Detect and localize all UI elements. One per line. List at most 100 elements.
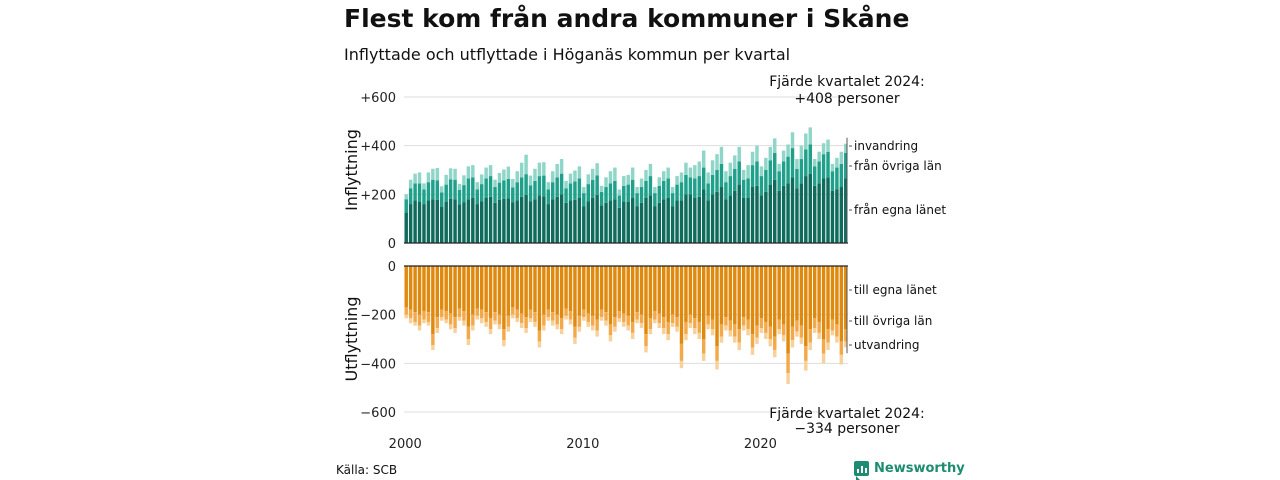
- bar-segment: [475, 204, 479, 243]
- bar-segment: [604, 320, 608, 326]
- bar-segment: [542, 196, 546, 243]
- bar-segment: [506, 166, 511, 179]
- bar-segment: [804, 346, 808, 361]
- bar-segment: [408, 318, 413, 324]
- bar-segment: [604, 312, 608, 321]
- bar-segment: [555, 177, 559, 197]
- bar-segment: [488, 196, 493, 243]
- axes: [404, 137, 852, 354]
- bar-segment: [715, 170, 719, 192]
- bar-segment: [417, 172, 422, 184]
- bar-segment: [741, 197, 746, 243]
- bar-segment: [488, 176, 493, 197]
- bar-segment: [710, 160, 715, 175]
- bar-segment: [573, 337, 577, 344]
- bar-segment: [511, 307, 515, 315]
- bar-segment: [781, 185, 786, 243]
- bar-segment: [741, 179, 746, 198]
- bar-segment: [826, 266, 830, 330]
- bar-segment: [444, 201, 448, 243]
- bar-segment: [479, 201, 484, 243]
- bar-segment: [466, 178, 471, 200]
- bar-segment: [746, 178, 750, 198]
- bar-segment: [808, 329, 812, 343]
- bar-segment: [511, 314, 515, 319]
- bar-segment: [435, 317, 440, 329]
- bar-segment: [759, 176, 764, 196]
- bar-segment: [653, 193, 657, 207]
- bar-segment: [795, 320, 799, 332]
- bar-segment: [444, 184, 448, 202]
- bar-segment: [466, 326, 471, 339]
- bar-segment: [568, 173, 573, 184]
- bar-segment: [475, 189, 479, 205]
- bar-segment: [715, 191, 719, 243]
- bar-segment: [764, 170, 768, 192]
- bar-segment: [453, 179, 457, 200]
- bar-segment: [706, 324, 710, 330]
- bar-segment: [586, 321, 590, 327]
- bar-segment: [608, 266, 613, 325]
- bar-segment: [635, 312, 639, 320]
- bar-segment: [684, 334, 688, 341]
- bar-segment: [688, 177, 693, 195]
- bar-segment: [590, 315, 595, 326]
- bar-segment: [413, 173, 417, 184]
- bar-segment: [515, 266, 519, 310]
- bar-segment: [804, 360, 808, 371]
- bar-segment: [821, 353, 826, 364]
- bar-segment: [662, 328, 666, 335]
- bar-segment: [568, 183, 573, 201]
- bar-segment: [590, 168, 595, 180]
- bar-segment: [839, 163, 844, 188]
- bar-segment: [533, 199, 537, 243]
- bar-segment: [595, 319, 599, 331]
- bar-segment: [422, 319, 426, 324]
- bar-segment: [786, 266, 790, 354]
- bar-segment: [551, 199, 555, 243]
- bar-segment: [448, 324, 453, 330]
- bar-segment: [826, 342, 830, 350]
- bar-segment: [750, 347, 755, 355]
- bar-segment: [719, 163, 724, 188]
- bar-segment: [697, 196, 701, 243]
- bar-segment: [511, 202, 515, 243]
- bar-segment: [404, 307, 408, 315]
- bar-segment: [586, 201, 590, 243]
- bar-segment: [617, 311, 622, 319]
- bar-segment: [440, 192, 444, 207]
- bar-segment: [413, 321, 417, 326]
- bar-segment: [839, 266, 844, 342]
- bar-segment: [497, 199, 502, 243]
- bar-segment: [768, 326, 773, 339]
- bar-segment: [404, 314, 408, 319]
- bar-segment: [484, 266, 488, 313]
- bar-segment: [559, 173, 564, 195]
- bar-segment: [408, 179, 413, 189]
- bar-segment: [750, 266, 755, 335]
- bar-segment: [440, 186, 444, 193]
- bar-segment: [706, 315, 710, 325]
- bar-segment: [444, 319, 448, 324]
- bar-segment: [662, 171, 666, 181]
- bar-segment: [542, 314, 546, 326]
- bar-segment: [515, 309, 519, 319]
- bar-segment: [786, 156, 790, 184]
- bar-segment: [821, 143, 826, 155]
- bar-segment: [404, 199, 408, 213]
- bar-segment: [559, 159, 564, 174]
- bar-segment: [493, 202, 497, 243]
- bar-segment: [773, 336, 777, 350]
- bar-segment: [537, 162, 542, 177]
- y-axis-label: Utflyttning: [342, 297, 361, 382]
- source-note: Källa: SCB: [336, 463, 398, 477]
- bar-segment: [551, 171, 555, 183]
- bar-segment: [551, 266, 555, 313]
- bar-segment: [462, 266, 466, 312]
- bar-segment: [546, 204, 551, 243]
- y-tick-label: −600: [360, 406, 396, 421]
- bar-segment: [506, 178, 511, 199]
- bar-segment: [404, 212, 408, 243]
- bar-segment: [790, 266, 795, 327]
- bar-segment: [493, 312, 497, 321]
